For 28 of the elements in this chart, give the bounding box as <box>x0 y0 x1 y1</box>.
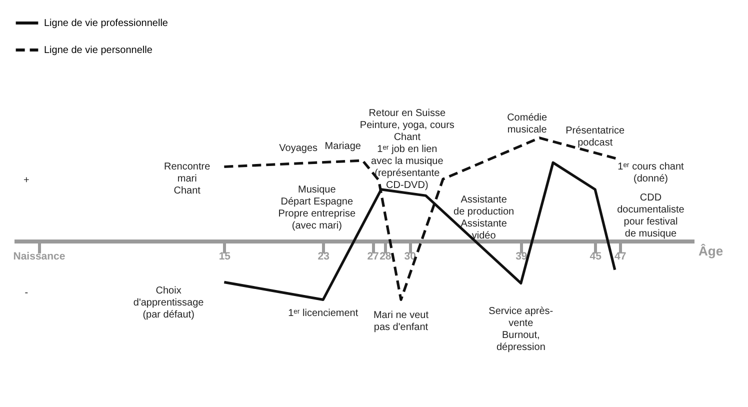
annotation: Choix d'apprentissage (par défaut) <box>133 285 204 320</box>
x-tick-label: 39 <box>516 250 528 262</box>
text: Comédie musicale <box>507 112 548 136</box>
x-tick-label: 28 <box>380 250 392 262</box>
annotation: Musique Départ Espagne Propre entreprise (avec mari) <box>278 184 356 232</box>
x-axis-title: Âge <box>698 243 724 258</box>
text: Mari ne veut pas d'enfant <box>373 310 429 334</box>
annotation: Présentatrice podcast <box>566 126 625 149</box>
annotation: Retour en Suisse Peinture, yoga, cours Chant 1ᵉʳ job en lien avec la musique (représentante CD-DVD) <box>360 108 454 192</box>
x-tick-label: 47 <box>614 250 626 262</box>
text: Service après- vente Burnout, dépression <box>488 306 554 354</box>
annotation: Voyages <box>279 143 318 154</box>
legend-label: Ligne de vie professionnelle <box>44 18 168 29</box>
legend-label: Ligne de vie personnelle <box>44 45 153 56</box>
text: 1ᵉʳ licenciement <box>288 308 358 320</box>
annotation: + <box>23 175 30 186</box>
annotation: 1ᵉʳ cours chant (donné) <box>618 162 684 185</box>
x-tick-label: 15 <box>218 250 231 262</box>
annotation: CDD documentaliste pour festival de musique <box>617 192 685 240</box>
annotation: Assistante de production Assistante vidéo <box>454 194 514 242</box>
annotation: Rencontre mari Chant <box>164 162 211 197</box>
x-tick-label: Naissance <box>13 250 66 262</box>
annotation: - <box>24 287 28 298</box>
x-tick-label: 27 <box>367 250 380 262</box>
x-tick-label: 23 <box>318 250 330 262</box>
x-tick-label: 45 <box>590 250 602 262</box>
annotation: Mariage <box>324 141 362 152</box>
x-tick-label: 30 <box>404 250 416 262</box>
